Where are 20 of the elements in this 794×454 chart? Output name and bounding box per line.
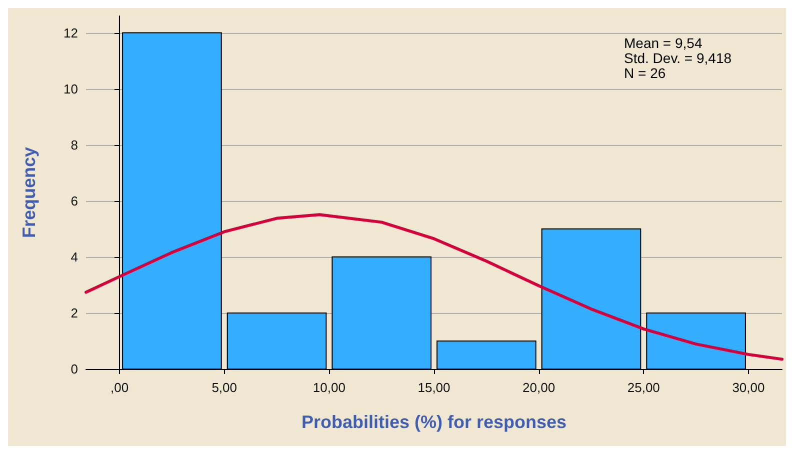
annotation: Mean = 9,54 xyxy=(624,35,702,51)
y-tick-label: 2 xyxy=(70,305,78,320)
x-tick-label: 5,00 xyxy=(212,380,238,395)
line-series xyxy=(84,213,784,361)
y-tick-label: 10 xyxy=(64,81,78,96)
y-tick-label: 4 xyxy=(70,249,78,264)
annotation: Std. Dev. = 9,418 xyxy=(624,50,732,66)
y-tick-label: 8 xyxy=(70,137,78,152)
y-tick-label: 6 xyxy=(70,193,78,208)
y-tick-label: 12 xyxy=(64,25,78,40)
x-axis-title: Probabilities (%) for responses xyxy=(301,412,567,432)
x-tick-label: 20,00 xyxy=(522,380,556,395)
y-axis-title: Frequency xyxy=(19,146,39,238)
x-tick-label: 30,00 xyxy=(732,380,765,395)
x-tick-label: 15,00 xyxy=(418,380,450,395)
y-tick-label: 0 xyxy=(70,362,78,376)
x-tick-label: 10,00 xyxy=(312,380,346,395)
x-tick-label: 25,00 xyxy=(627,380,660,395)
annotation: N = 26 xyxy=(624,65,666,81)
x-tick-label: ,00 xyxy=(110,380,129,395)
